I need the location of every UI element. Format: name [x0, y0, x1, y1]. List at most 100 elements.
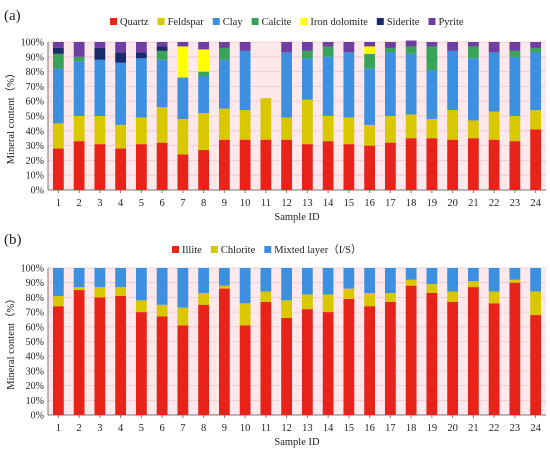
legend-swatch — [110, 18, 117, 25]
x-tick-label: 5 — [139, 198, 144, 209]
bar-segment — [218, 47, 230, 60]
y-tick-label: 50% — [26, 337, 44, 348]
bar-segment — [301, 99, 313, 145]
x-tick-label: 10 — [240, 423, 251, 434]
bar-segment — [343, 117, 355, 145]
bar-segment — [281, 139, 293, 190]
x-tick-label: 8 — [201, 198, 206, 209]
bar-segment — [301, 58, 313, 100]
x-tick-label: 1 — [56, 198, 61, 209]
bar-segment — [73, 42, 85, 57]
x-tick-label: 14 — [323, 198, 334, 209]
x-tick-label: 8 — [201, 423, 206, 434]
y-tick-label: 90% — [26, 52, 44, 63]
bar-segment — [384, 142, 396, 190]
x-axis-title: Sample ID — [274, 437, 320, 448]
y-tick-label: 70% — [26, 82, 44, 93]
y-tick-label: 70% — [26, 308, 44, 319]
x-tick-label: 17 — [385, 423, 396, 434]
bar-segment — [218, 268, 230, 286]
bar-segment — [301, 50, 313, 59]
x-tick-label: 21 — [468, 423, 479, 434]
bar-segment — [198, 150, 210, 190]
x-tick-label: 14 — [323, 423, 334, 434]
x-tick-label: 20 — [447, 423, 458, 434]
bar-segment — [405, 279, 417, 286]
bar-segment — [239, 50, 251, 111]
bar-segment — [322, 42, 334, 47]
bar-segment — [198, 49, 210, 72]
bar-segment — [467, 120, 479, 139]
y-axis-title: Mineral content（%） — [5, 68, 17, 165]
x-tick-label: 22 — [489, 198, 500, 209]
bar-segment — [509, 56, 521, 116]
bar-segment — [447, 42, 459, 51]
y-tick-label: 20% — [26, 156, 44, 167]
bar-segment — [447, 291, 459, 302]
bar-segment — [156, 46, 168, 51]
bar-segment — [52, 306, 64, 415]
bar-segment — [73, 56, 85, 62]
bar-segment — [467, 46, 479, 59]
bar-segment — [115, 268, 127, 288]
bar-segment — [530, 47, 542, 53]
x-tick-label: 4 — [118, 423, 124, 434]
bar-segment — [488, 268, 500, 292]
y-tick-label: 60% — [26, 322, 44, 333]
bar-segment — [405, 138, 417, 190]
bar-segment — [281, 300, 293, 318]
bar-segment — [156, 304, 168, 317]
bar-segment — [218, 42, 230, 48]
bar-segment — [301, 42, 313, 51]
bar-segment — [405, 268, 417, 280]
bar-segment — [488, 52, 500, 112]
y-tick-label: 10% — [26, 396, 44, 407]
bar-segment — [239, 303, 251, 326]
bar-segment — [509, 279, 521, 283]
bar-segment — [177, 46, 189, 78]
x-tick-label: 16 — [364, 198, 375, 209]
bar-segment — [426, 42, 438, 47]
y-tick-label: 100% — [21, 264, 44, 275]
bar-segment — [260, 301, 272, 415]
bar-segment — [364, 68, 376, 125]
bar-segment — [260, 98, 272, 140]
bar-segment — [509, 116, 521, 142]
bar-segment — [239, 325, 251, 415]
panel-a-chart: 0%10%20%30%40%50%60%70%80%90%100%1 2 3 4 5 6 7… — [5, 17, 546, 223]
x-tick-label: 12 — [281, 423, 292, 434]
y-tick-label: 90% — [26, 278, 44, 289]
x-tick-label: 15 — [344, 198, 355, 209]
bar-segment — [135, 268, 147, 301]
x-tick-label: 17 — [385, 198, 396, 209]
bar-segment — [260, 291, 272, 302]
bar-segment — [239, 139, 251, 190]
x-tick-label: 7 — [180, 423, 185, 434]
bar-segment — [94, 268, 106, 288]
bar-segment — [467, 268, 479, 282]
bar-segment — [364, 292, 376, 307]
legend-label: Feldspar — [168, 17, 205, 28]
bar-segment — [364, 53, 376, 69]
x-tick-label: 16 — [364, 423, 375, 434]
bar-segment — [177, 118, 189, 155]
bar-segment — [384, 42, 396, 48]
x-tick-label: 11 — [261, 423, 271, 434]
bar-segment — [218, 285, 230, 289]
legend-label: Calcite — [262, 17, 292, 28]
legend-swatch — [157, 18, 165, 25]
bar-segment — [177, 307, 189, 326]
bar-segment — [156, 316, 168, 415]
legend-label: Iron dolomite — [310, 17, 368, 28]
bar-segment — [488, 139, 500, 190]
y-tick-label: 30% — [26, 141, 44, 152]
bar-segment — [198, 42, 210, 50]
bar-segment — [322, 141, 334, 190]
legend-swatch — [212, 18, 220, 25]
legend-label: Siderite — [387, 17, 420, 28]
legend-label: Illite — [182, 245, 202, 256]
x-tick-label: 20 — [447, 198, 458, 209]
bar-segment — [343, 268, 355, 289]
bar-segment — [239, 42, 251, 51]
